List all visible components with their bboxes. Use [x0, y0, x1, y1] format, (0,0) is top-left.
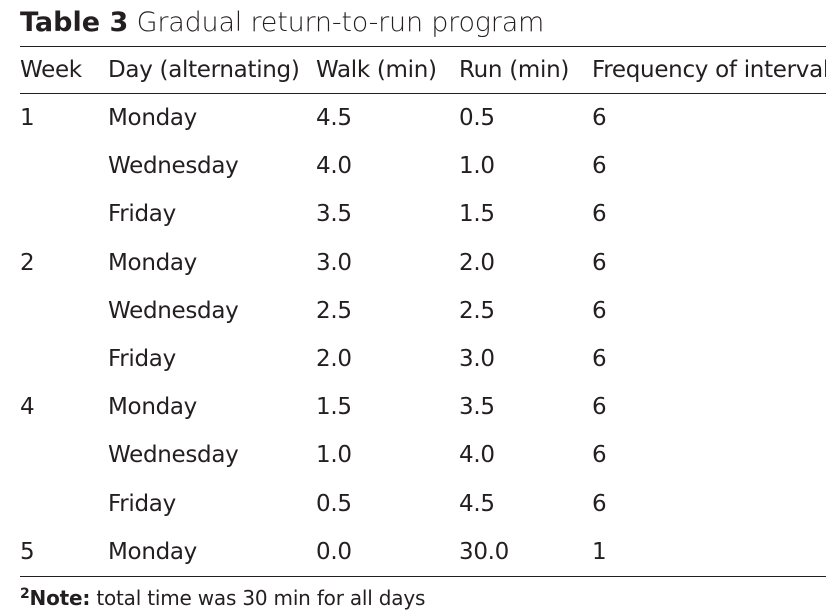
data-table: Week Day (alternating) Walk (min) Run (m…	[20, 47, 826, 93]
table-row: Friday 2.0 3.0 6	[20, 335, 826, 383]
cell-run: 1.5	[459, 201, 495, 228]
table-title: Gradual return-to-run program	[136, 7, 545, 38]
header-rule	[20, 93, 826, 94]
cell-walk: 0.0	[316, 538, 352, 565]
table-container: Table 3 Gradual return-to-run program We…	[20, 4, 826, 611]
header-row: Week Day (alternating) Walk (min) Run (m…	[20, 47, 826, 93]
table-caption: Table 3 Gradual return-to-run program	[20, 4, 826, 42]
cell-run: 2.0	[459, 249, 495, 276]
top-rule	[20, 46, 826, 47]
table-row: 5 Monday 0.0 30.0 1	[20, 528, 826, 576]
table-body: 1 Monday 4.5 0.5 6 Wednesday 4.0 1.0 6 Friday 3.5 1…	[20, 94, 826, 576]
cell-walk: 3.0	[316, 249, 352, 276]
cell-week: 4	[20, 394, 35, 421]
cell-frequency: 6	[592, 105, 607, 132]
cell-week: 5	[20, 538, 35, 565]
cell-day: Monday	[108, 105, 197, 132]
cell-day: Friday	[108, 201, 176, 228]
cell-frequency: 6	[592, 249, 607, 276]
cell-run: 3.0	[459, 346, 495, 373]
cell-day: Monday	[108, 394, 197, 421]
table-row: Wednesday 4.0 1.0 6	[20, 142, 826, 190]
cell-frequency: 6	[592, 442, 607, 469]
table-row: Friday 0.5 4.5 6	[20, 480, 826, 528]
cell-frequency: 1	[592, 538, 607, 565]
cell-walk: 3.5	[316, 201, 352, 228]
data-table-body: 1 Monday 4.5 0.5 6 Wednesday 4.0 1.0 6 Friday 3.5 1…	[20, 94, 826, 576]
table-row: Wednesday 2.5 2.5 6	[20, 287, 826, 335]
table-row: 4 Monday 1.5 3.5 6	[20, 383, 826, 431]
cell-walk: 1.5	[316, 394, 352, 421]
cell-day: Wednesday	[108, 153, 239, 180]
cell-frequency: 6	[592, 201, 607, 228]
cell-week	[20, 287, 108, 335]
cell-day: Wednesday	[108, 297, 239, 324]
cell-walk: 2.5	[316, 297, 352, 324]
cell-run: 3.5	[459, 394, 495, 421]
cell-run: 1.0	[459, 153, 495, 180]
cell-run: 0.5	[459, 105, 495, 132]
header-day: Day (alternating)	[108, 57, 300, 83]
bottom-rule	[20, 575, 826, 577]
table-number: Table 3	[20, 7, 129, 38]
cell-walk: 4.5	[316, 105, 352, 132]
table-row: Friday 3.5 1.5 6	[20, 190, 826, 238]
cell-walk: 1.0	[316, 442, 352, 469]
footnote-marker: 2	[20, 585, 30, 602]
cell-run: 2.5	[459, 297, 495, 324]
cell-week	[20, 190, 108, 238]
cell-day: Wednesday	[108, 442, 239, 469]
cell-day: Friday	[108, 490, 176, 517]
cell-frequency: 6	[592, 346, 607, 373]
table-footnote: 2Note: total time was 30 min for all day…	[20, 577, 826, 611]
footnote-text: total time was 30 min for all days	[90, 585, 426, 610]
cell-week	[20, 142, 108, 190]
cell-week: 2	[20, 249, 35, 276]
cell-day: Monday	[108, 538, 197, 565]
table-row: 1 Monday 4.5 0.5 6	[20, 94, 826, 142]
cell-week	[20, 431, 108, 479]
cell-walk: 0.5	[316, 490, 352, 517]
header-week: Week	[20, 57, 82, 83]
footnote-label: Note:	[29, 585, 91, 610]
cell-frequency: 6	[592, 153, 607, 180]
table-row: 2 Monday 3.0 2.0 6	[20, 239, 826, 287]
cell-run: 4.0	[459, 442, 495, 469]
header-frequency: Frequency of interval	[592, 57, 826, 83]
cell-frequency: 6	[592, 297, 607, 324]
cell-frequency: 6	[592, 394, 607, 421]
cell-walk: 2.0	[316, 346, 352, 373]
table-header: Week Day (alternating) Walk (min) Run (m…	[20, 47, 826, 93]
header-walk: Walk (min)	[316, 57, 437, 83]
cell-run: 4.5	[459, 490, 495, 517]
cell-week	[20, 480, 108, 528]
cell-day: Monday	[108, 249, 197, 276]
cell-day: Friday	[108, 346, 176, 373]
table-row: Wednesday 1.0 4.0 6	[20, 431, 826, 479]
cell-week: 1	[20, 105, 35, 132]
cell-walk: 4.0	[316, 153, 352, 180]
cell-week	[20, 335, 108, 383]
cell-run: 30.0	[459, 538, 510, 565]
header-run: Run (min)	[459, 57, 570, 83]
cell-frequency: 6	[592, 490, 607, 517]
